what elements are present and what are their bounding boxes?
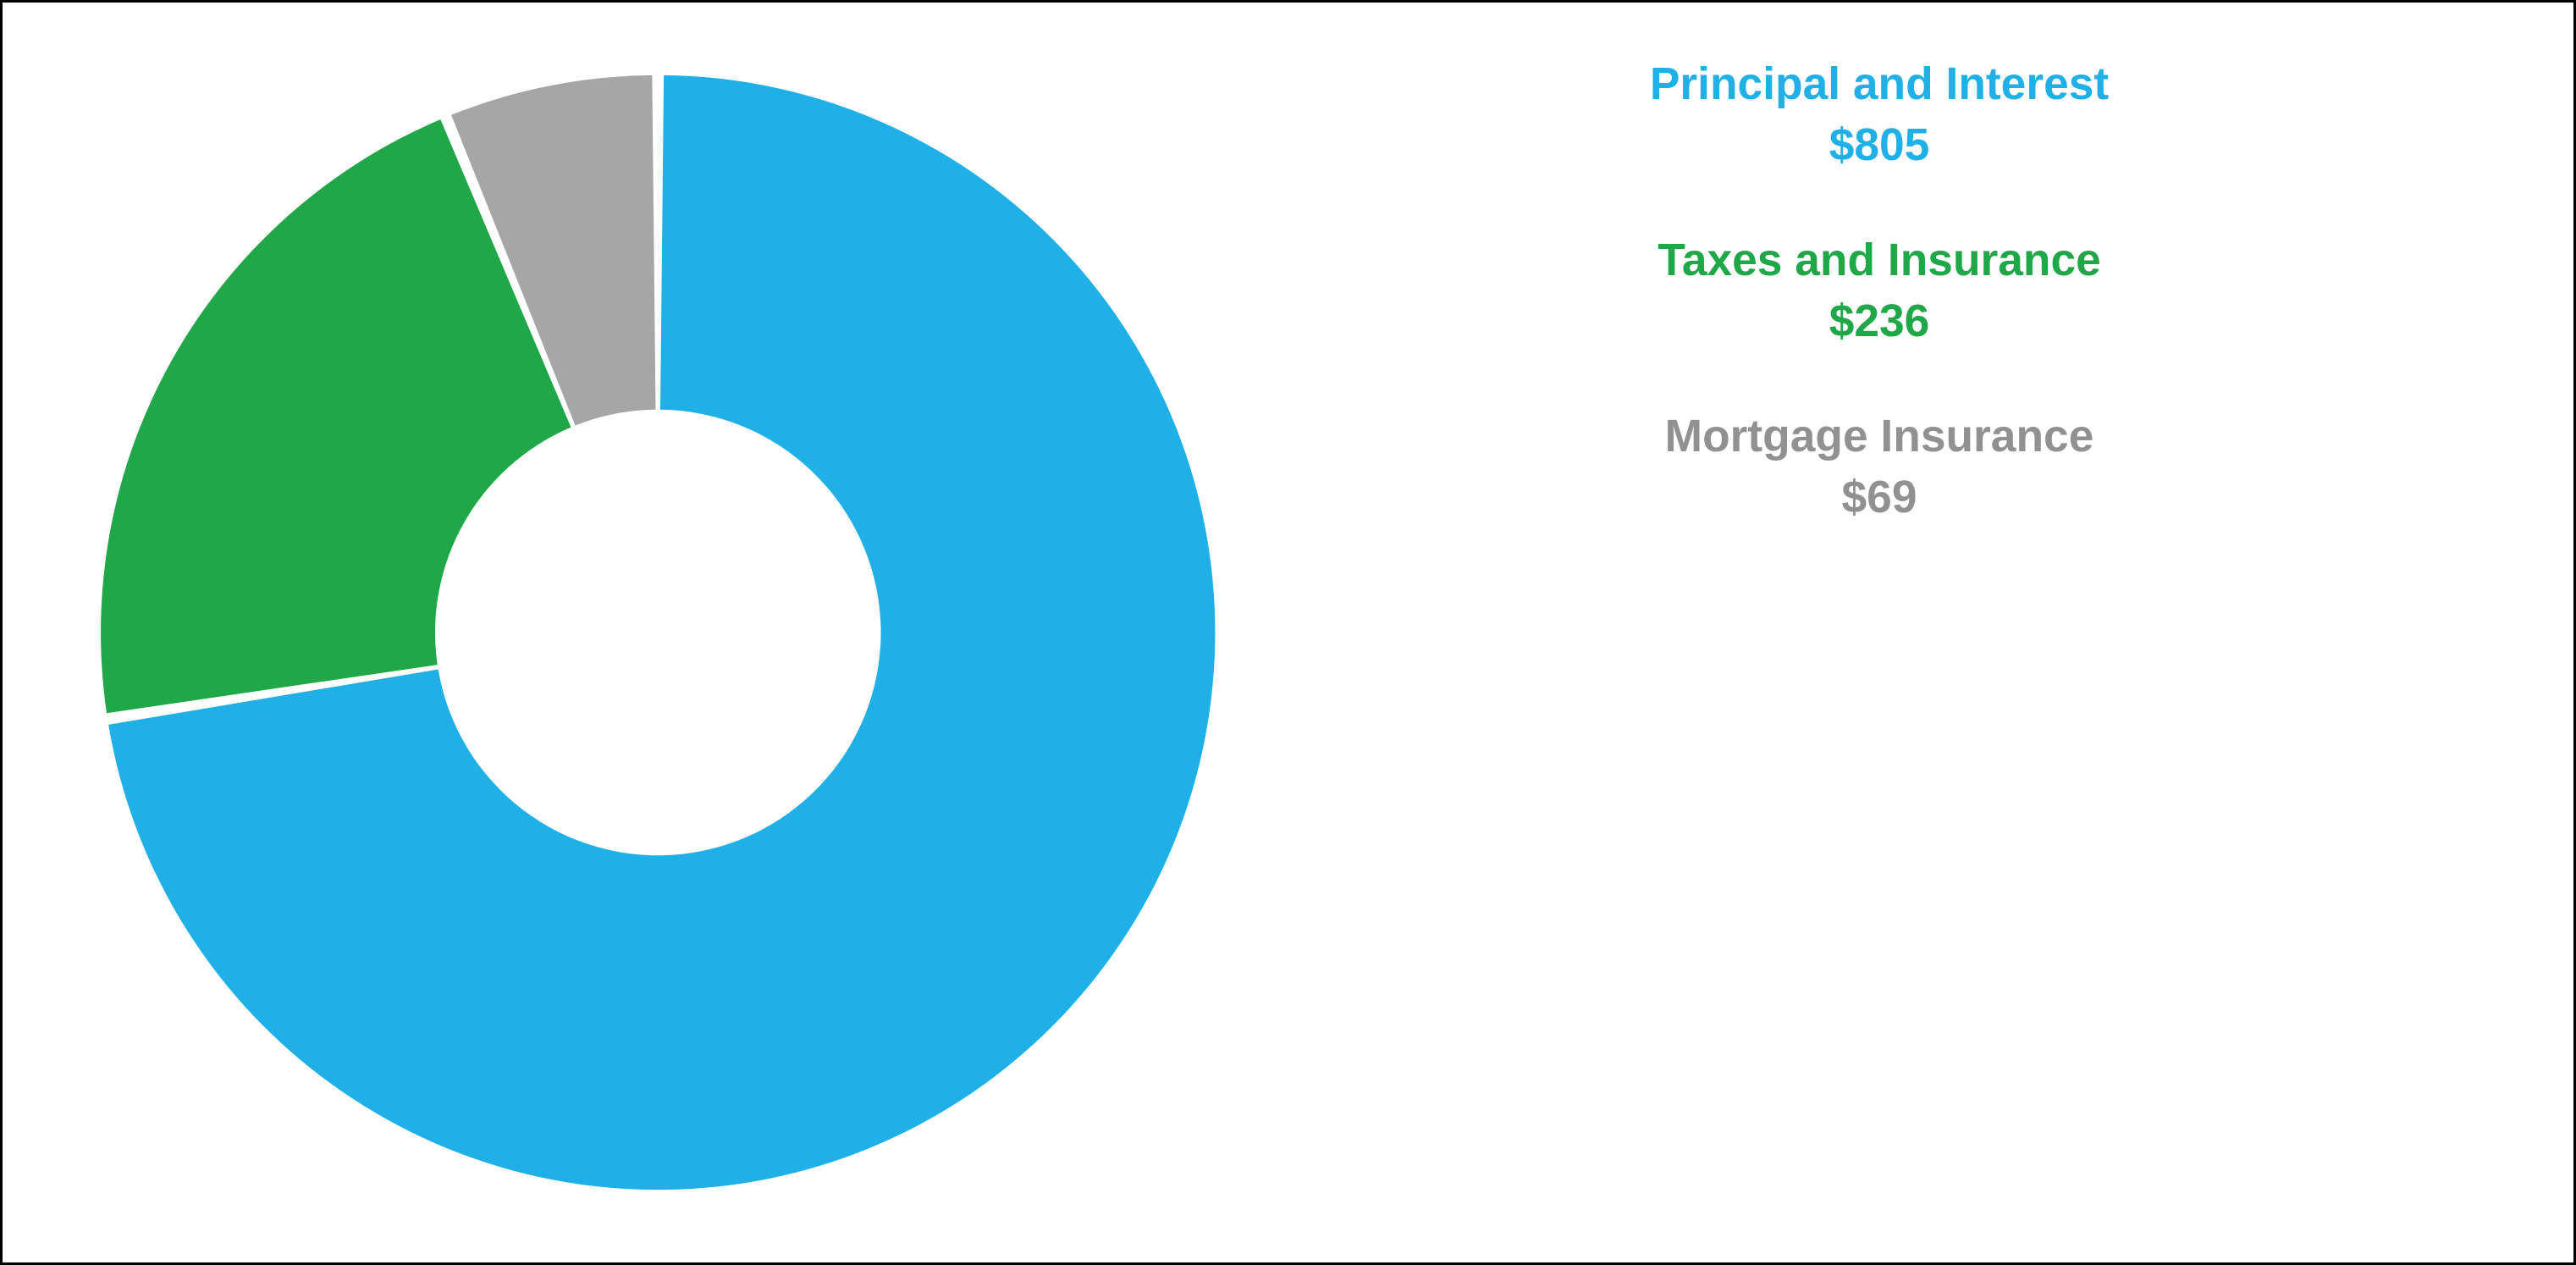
legend-label: Taxes and Insurance bbox=[1288, 230, 2471, 291]
legend-label: Mortgage Insurance bbox=[1288, 406, 2471, 467]
legend-entry-principal-and-interest: Principal and Interest $805 bbox=[1288, 54, 2471, 176]
legend-label: Principal and Interest bbox=[1288, 54, 2471, 115]
legend-entry-taxes-and-insurance: Taxes and Insurance $236 bbox=[1288, 230, 2471, 352]
legend-value: $69 bbox=[1288, 467, 2471, 528]
chart-frame: Principal and Interest $805 Taxes and In… bbox=[0, 0, 2576, 1265]
legend-value: $805 bbox=[1288, 115, 2471, 176]
legend: Principal and Interest $805 Taxes and In… bbox=[1288, 3, 2574, 1262]
donut-chart bbox=[28, 19, 1288, 1246]
legend-value: $236 bbox=[1288, 291, 2471, 352]
legend-entry-mortgage-insurance: Mortgage Insurance $69 bbox=[1288, 406, 2471, 528]
donut-chart-container bbox=[3, 3, 1288, 1262]
